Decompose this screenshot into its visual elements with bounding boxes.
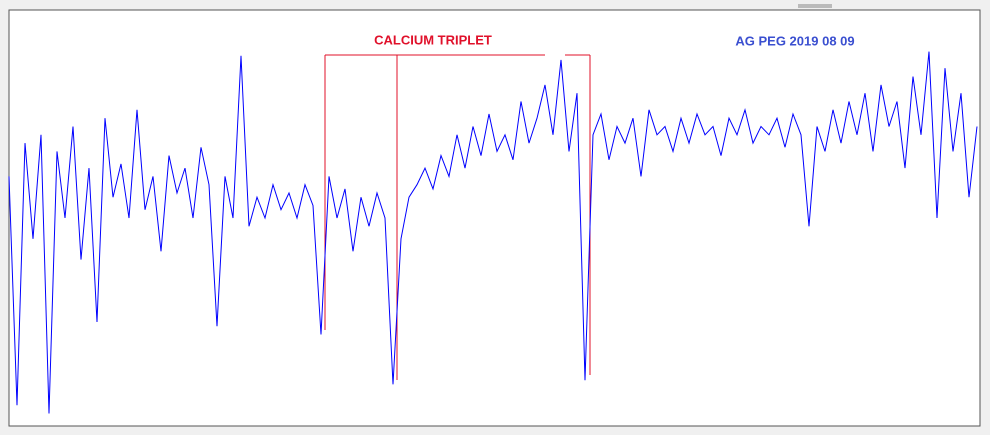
calcium-bracket (324, 54, 591, 380)
chart-title: AG PEG 2019 08 09 (735, 33, 854, 48)
annotation: CALCIUM TRIPLET (374, 32, 492, 47)
plot-frame (8, 9, 981, 427)
scroll-indicator (798, 4, 832, 8)
spectrum-line (8, 51, 978, 414)
